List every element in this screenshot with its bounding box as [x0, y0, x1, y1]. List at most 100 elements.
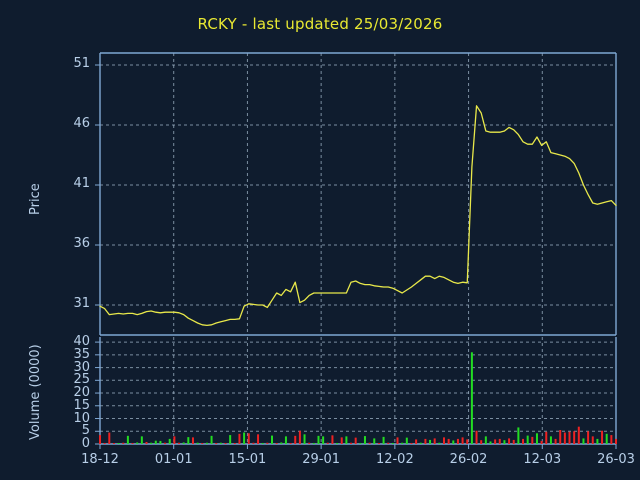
volume-bar [545, 431, 548, 444]
volume-bar [405, 437, 408, 444]
volume-bar [303, 434, 306, 444]
price-tick-label: 51 [73, 56, 90, 71]
volume-tick-label: 40 [73, 334, 90, 350]
volume-bar [140, 436, 143, 444]
volume-bar [150, 442, 153, 444]
price-tick-label: 31 [73, 296, 90, 311]
volume-bar [401, 442, 404, 444]
volume-bar [229, 435, 232, 444]
volume-bar [438, 442, 441, 444]
volume-bar [280, 442, 283, 444]
volume-bar [563, 432, 566, 444]
volume-bar [257, 434, 260, 444]
volume-bar [391, 442, 394, 444]
volume-bar [508, 438, 511, 444]
volume-bar [456, 438, 459, 444]
volume-bar [605, 433, 608, 444]
volume-bar [326, 442, 329, 444]
volume-bar [554, 438, 557, 444]
volume-bar [610, 435, 613, 444]
volume-bar [215, 442, 218, 444]
volume-bar [526, 435, 529, 444]
volume-bar [191, 437, 194, 444]
volume-bar [582, 438, 585, 444]
volume-bar [345, 436, 348, 444]
volume-bar [568, 431, 571, 444]
volume-bar [424, 438, 427, 444]
volume-bar [503, 440, 506, 444]
volume-bar [475, 430, 478, 444]
volume-bar [549, 436, 552, 444]
volume-bar [275, 442, 278, 444]
volume-bar [415, 439, 418, 444]
volume-bar [233, 443, 236, 444]
volume-bar [363, 436, 366, 444]
volume-bar [126, 435, 129, 444]
volume-bar [573, 431, 576, 444]
volume-bar [103, 442, 106, 444]
volume-bar [559, 429, 562, 444]
volume-bar [531, 436, 534, 444]
volume-bar [373, 438, 376, 444]
volume-bar [238, 433, 241, 444]
volume-bar [470, 352, 473, 444]
volume-bar [136, 442, 139, 444]
x-tick-label: 15-01 [228, 452, 267, 467]
volume-bar [368, 442, 371, 444]
volume-bar [615, 438, 617, 444]
volume-bar [112, 443, 115, 444]
volume-bar [289, 442, 292, 444]
volume-bar [447, 438, 450, 444]
volume-tick-label: 20 [73, 385, 90, 401]
volume-bar [480, 440, 483, 444]
volume-bar [219, 442, 222, 444]
volume-bar [196, 442, 199, 444]
price-tick-label: 36 [73, 236, 90, 251]
volume-bar [522, 438, 525, 444]
volume-bar [517, 427, 520, 444]
volume-bar [284, 436, 287, 444]
x-tick-label: 29-01 [302, 452, 341, 467]
volume-bar [298, 430, 301, 444]
volume-bar [461, 437, 464, 444]
volume-bar [201, 442, 204, 444]
volume-bar [154, 440, 157, 444]
volume-bar [261, 442, 264, 444]
volume-bar [433, 438, 436, 444]
volume-bar [108, 432, 111, 444]
volume-bar [159, 440, 162, 444]
volume-bar [419, 442, 422, 444]
x-tick-label: 26-03 [597, 452, 635, 467]
volume-bar [187, 437, 190, 444]
volume-bar [410, 442, 413, 444]
volume-tick-label: 35 [73, 346, 90, 362]
price-tick-label: 46 [73, 116, 90, 131]
volume-bar [591, 436, 594, 444]
volume-bar [489, 441, 492, 444]
volume-bar [266, 442, 269, 444]
volume-bar [168, 438, 171, 444]
volume-bar [484, 436, 487, 444]
volume-bar [317, 435, 320, 444]
volume-bar [117, 442, 120, 444]
x-tick-label: 12-03 [523, 452, 562, 467]
volume-bar [294, 435, 297, 444]
volume-bar [596, 438, 599, 444]
volume-bar [350, 442, 353, 444]
volume-bar [540, 440, 543, 444]
volume-bar [336, 442, 339, 444]
volume-bar [494, 439, 497, 444]
volume-bar [99, 435, 101, 444]
volume-bar [498, 438, 501, 444]
volume-bar [252, 442, 255, 444]
volume-bar [145, 441, 148, 444]
volume-bar [308, 442, 311, 444]
price-tick-label: 41 [73, 176, 90, 191]
volume-bar [243, 432, 246, 444]
volume-bar [271, 435, 273, 444]
volume-bar [182, 442, 185, 444]
volume-tick-label: 15 [73, 397, 90, 413]
volume-bar [382, 436, 385, 444]
